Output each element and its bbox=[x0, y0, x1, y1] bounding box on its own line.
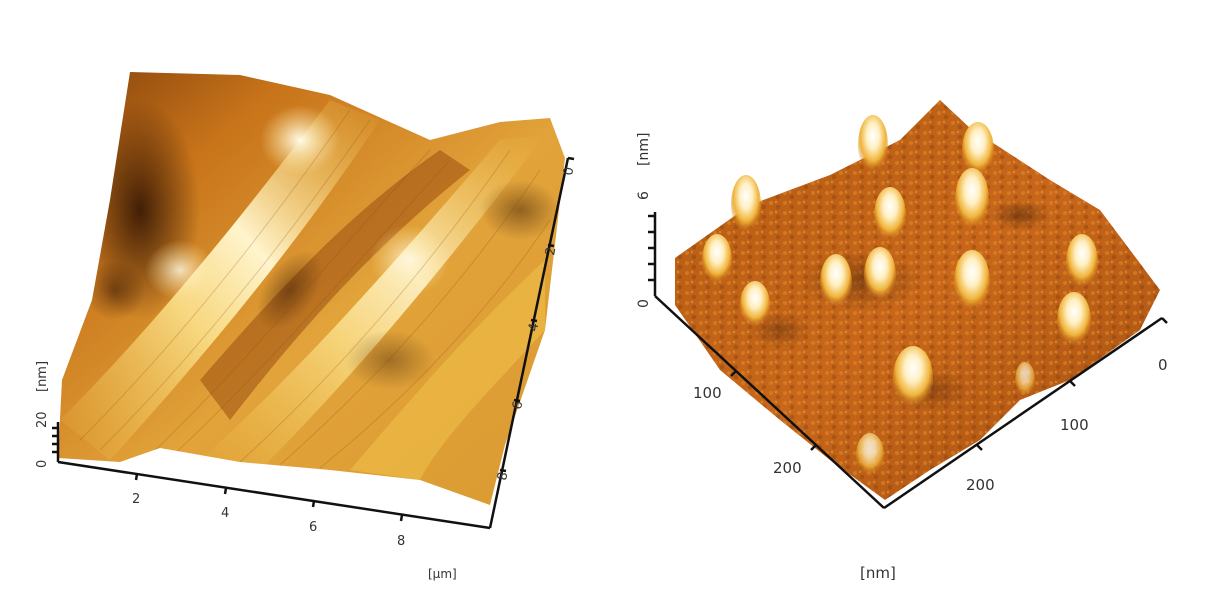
afm-surface-left-svg: 0 20 [nm] 2 4 6 8 [µm] 0 2 4 6 8 bbox=[35, 72, 577, 581]
right-x-tick-200: 200 bbox=[773, 459, 802, 477]
left-surface bbox=[58, 72, 565, 505]
left-y-tick-6: 6 bbox=[510, 400, 526, 411]
right-y-axis bbox=[883, 316, 1163, 510]
left-x-tick-8: 8 bbox=[397, 534, 405, 549]
right-y-tick-0: 0 bbox=[1158, 356, 1168, 374]
left-y-tick-2: 2 bbox=[543, 246, 559, 257]
right-x-unit: [nm] bbox=[860, 564, 896, 582]
right-surface bbox=[675, 100, 1160, 500]
right-z-tick-0: 0 bbox=[636, 299, 652, 308]
right-z-tick-6: 6 bbox=[636, 191, 652, 200]
left-x-unit: [µm] bbox=[428, 567, 457, 581]
afm-surface-right-svg: 0 6 [nm] 100 200 [nm] 0 100 200 bbox=[636, 100, 1168, 582]
surface-peaks bbox=[702, 115, 1098, 477]
left-y-tick-0: 0 bbox=[561, 166, 577, 177]
right-y-tick-200: 200 bbox=[966, 476, 995, 494]
afm-plot-left: 0 20 [nm] 2 4 6 8 [µm] 0 2 4 6 8 bbox=[0, 0, 600, 591]
afm-plot-right: 0 6 [nm] 100 200 [nm] 0 100 200 bbox=[600, 0, 1214, 591]
right-y-tick-100: 100 bbox=[1060, 416, 1089, 434]
left-x-tick-6: 6 bbox=[309, 520, 317, 535]
right-z-unit: [nm] bbox=[636, 133, 652, 166]
right-x-tick-100: 100 bbox=[693, 384, 722, 402]
left-y-tick-4: 4 bbox=[526, 322, 542, 333]
right-x-axis bbox=[654, 295, 885, 509]
left-x-axis bbox=[57, 460, 491, 530]
left-z-unit: [nm] bbox=[35, 361, 50, 392]
left-z-tick-20: 20 bbox=[35, 411, 50, 428]
left-y-axis bbox=[488, 157, 570, 529]
left-x-tick-2: 2 bbox=[132, 492, 140, 507]
left-axes bbox=[52, 156, 575, 530]
left-z-tick-0: 0 bbox=[35, 460, 50, 468]
right-axes bbox=[648, 212, 1168, 510]
left-y-tick-8: 8 bbox=[495, 471, 511, 482]
left-x-tick-4: 4 bbox=[221, 506, 229, 521]
